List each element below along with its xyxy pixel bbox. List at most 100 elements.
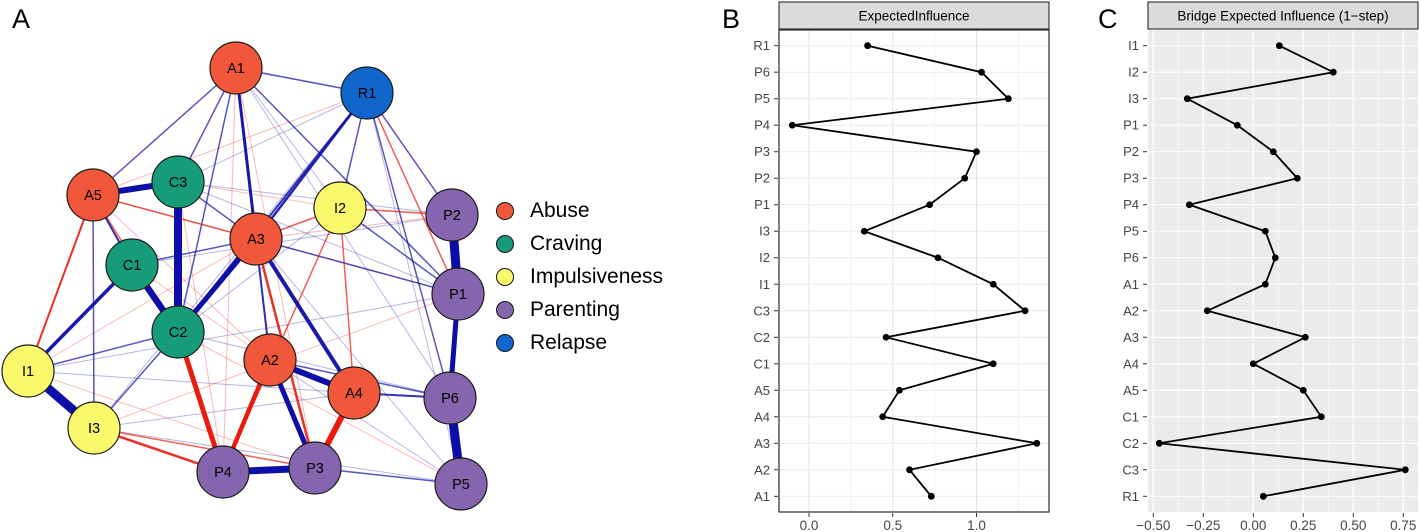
network-node-P1 <box>431 267 485 321</box>
network-node-label-R1: R1 <box>358 86 377 102</box>
data-point-A4 <box>1249 360 1257 368</box>
y-tick-label-P3: P3 <box>1123 171 1139 186</box>
y-tick-label-A5: A5 <box>1123 383 1139 398</box>
y-tick-label-P3: P3 <box>754 144 770 159</box>
data-point-P3 <box>973 148 980 156</box>
data-point-C3 <box>1401 466 1409 474</box>
network-node-label-P5: P5 <box>452 477 470 493</box>
network-node-label-A1: A1 <box>227 61 245 77</box>
data-point-P1 <box>926 201 933 209</box>
edge-R1-A5 <box>92 92 368 196</box>
data-point-C1 <box>1317 413 1325 421</box>
legend-item-impulsiveness: Impulsiveness <box>496 260 663 293</box>
network-node-label-C1: C1 <box>123 258 142 274</box>
y-tick-label-P5: P5 <box>754 91 770 106</box>
legend-dot-relapse <box>496 333 514 352</box>
edge-C1-P2 <box>131 214 453 266</box>
data-point-R1 <box>1259 492 1267 500</box>
legend-dot-abuse <box>496 201 514 220</box>
x-tick-label: 0.25 <box>1290 518 1316 532</box>
edge-C3-I2 <box>177 181 341 209</box>
legend-dot-impulsiveness <box>496 267 514 286</box>
x-tick-label: 1.0 <box>967 518 986 532</box>
network-node-R1 <box>340 66 394 120</box>
y-tick-label-I1: I1 <box>759 277 770 292</box>
edge-C3-P1 <box>177 181 459 295</box>
data-point-I3 <box>1183 95 1191 103</box>
network-node-I2 <box>313 181 367 235</box>
y-tick-label-A2: A2 <box>1123 303 1139 318</box>
y-tick-label-P2: P2 <box>754 171 770 186</box>
edge-I3-P3 <box>93 427 316 469</box>
data-point-A1 <box>1261 280 1269 288</box>
edge-R1-P1 <box>366 92 459 295</box>
x-tick-label: 0.5 <box>883 518 902 532</box>
network-node-label-A2: A2 <box>261 353 279 369</box>
edge-R1-P6 <box>366 92 451 399</box>
plot-area <box>779 30 1049 512</box>
edge-A3-P5 <box>255 238 462 485</box>
edge-A5-I3 <box>92 194 95 429</box>
network-node-label-P4: P4 <box>214 465 232 481</box>
network-node-P2 <box>425 188 479 242</box>
legend-item-relapse: Relapse <box>496 326 663 359</box>
edge-A1-C2 <box>177 67 237 333</box>
data-point-P6 <box>1271 254 1279 262</box>
data-point-A2 <box>906 466 913 474</box>
y-tick-label-P4: P4 <box>1123 197 1139 212</box>
network-node-P5 <box>434 457 488 511</box>
y-tick-label-A5: A5 <box>754 383 770 398</box>
panel-a-label: A <box>12 4 31 34</box>
edge-I1-P3 <box>27 370 316 469</box>
y-tick-label-R1: R1 <box>753 38 770 53</box>
strip-title: ExpectedInfluence <box>858 9 969 24</box>
data-point-A5 <box>1299 386 1307 394</box>
data-point-P5 <box>1004 95 1012 103</box>
network-node-A5 <box>66 168 120 222</box>
legend-label: Parenting <box>530 297 620 321</box>
data-point-A2 <box>1203 307 1211 315</box>
network-node-label-C2: C2 <box>169 325 188 341</box>
data-point-A5 <box>896 386 903 394</box>
y-tick-label-I3: I3 <box>759 224 770 239</box>
network-node-label-A4: A4 <box>345 386 363 402</box>
data-point-I2 <box>1329 68 1337 76</box>
data-point-C3 <box>1021 307 1029 315</box>
network-node-A2 <box>243 333 297 387</box>
data-point-A3 <box>1301 333 1309 341</box>
network-node-I1 <box>1 344 55 398</box>
data-line <box>792 44 1037 497</box>
network-legend: Abuse Craving Impulsiveness Parenting Relaps… <box>496 194 663 359</box>
network-node-label-P2: P2 <box>443 208 461 224</box>
y-tick-label-P6: P6 <box>1123 250 1139 265</box>
network-node-A3 <box>229 212 283 266</box>
y-tick-label-P1: P1 <box>1123 118 1139 133</box>
data-point-P6 <box>978 68 985 76</box>
network-node-label-I2: I2 <box>334 201 346 217</box>
edge-C1-A2 <box>131 264 271 361</box>
y-tick-label-C1: C1 <box>1122 409 1139 424</box>
data-point-P4 <box>1185 201 1193 209</box>
network-node-label-P6: P6 <box>441 391 459 407</box>
network-node-P3 <box>288 441 342 495</box>
y-tick-label-A1: A1 <box>754 489 770 504</box>
edge-A3-I1 <box>27 238 257 372</box>
data-point-P2 <box>1269 148 1277 156</box>
data-point-R1 <box>864 42 872 50</box>
data-point-C2 <box>882 333 890 341</box>
y-tick-label-I2: I2 <box>759 250 770 265</box>
data-point-I1 <box>1275 42 1283 50</box>
data-line <box>1159 44 1406 498</box>
network-node-label-I1: I1 <box>22 364 34 380</box>
legend-label: Relapse <box>530 330 608 354</box>
data-point-I2 <box>934 254 942 262</box>
network-node-C1 <box>105 238 159 292</box>
y-tick-label-A4: A4 <box>1123 356 1139 371</box>
edge-I2-A4 <box>339 207 355 394</box>
data-point-P2 <box>961 174 969 182</box>
edge-A2-P5 <box>269 359 462 485</box>
y-tick-label-C2: C2 <box>753 330 770 345</box>
strip-title: Bridge Expected Influence (1−step) <box>1177 9 1388 24</box>
panel-b-label: B <box>722 4 741 34</box>
